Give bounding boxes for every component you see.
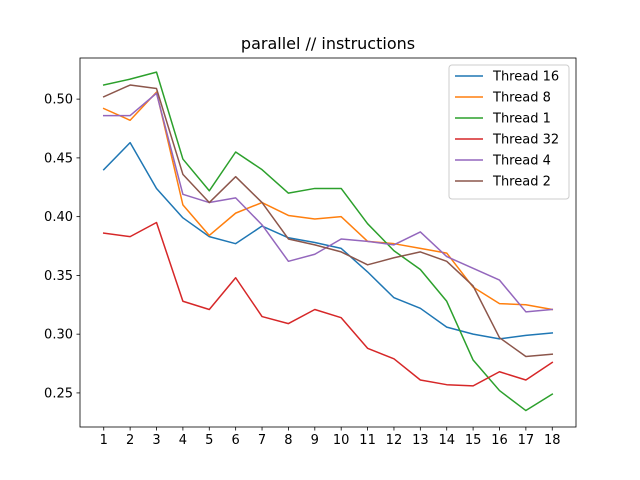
x-tick-label: 18: [544, 433, 561, 448]
x-tick-label: 10: [333, 433, 350, 448]
x-tick-label: 14: [438, 433, 455, 448]
series-layer: [102, 71, 554, 412]
x-tick-label: 1: [100, 433, 108, 448]
x-tick-label: 2: [126, 433, 134, 448]
x-tick-label: 5: [205, 433, 213, 448]
series-line-thread-1: [102, 71, 554, 412]
y-tick-label: 0.35: [44, 269, 73, 284]
legend-entry-label: Thread 2: [492, 175, 551, 190]
x-tick-label: 13: [412, 433, 429, 448]
x-tick-label: 3: [152, 433, 160, 448]
x-tick-label: 15: [465, 433, 482, 448]
plot-frame: [79, 57, 577, 428]
legend-entry-label: Thread 4: [492, 154, 551, 169]
x-tick-label: 11: [359, 433, 376, 448]
chart-title: parallel // instructions: [241, 34, 415, 53]
series-line-thread-16: [102, 141, 554, 340]
legend: Thread 16 Thread 8 Thread 1 Thread 32 Thread…: [448, 64, 570, 200]
legend-box: [448, 64, 570, 200]
x-tick-label: 8: [284, 433, 292, 448]
series-line-thread-2: [102, 84, 554, 358]
x-tick-label: 12: [386, 433, 403, 448]
y-tick-label: 0.45: [44, 151, 73, 166]
x-tick-label: 16: [491, 433, 508, 448]
legend-entry-label: Thread 1: [492, 112, 551, 127]
legend-entry-label: Thread 8: [492, 91, 551, 106]
series-line-thread-4: [102, 92, 554, 313]
series-line-thread-32: [102, 221, 554, 387]
x-tick-label: 17: [518, 433, 535, 448]
x-tick-label: 7: [258, 433, 266, 448]
x-tick-label: 6: [232, 433, 240, 448]
x-tick-label: 4: [179, 433, 187, 448]
series-line-thread-8: [102, 91, 554, 311]
x-tick-label: 9: [311, 433, 319, 448]
legend-entry-label: Thread 32: [492, 133, 559, 148]
y-tick-label: 0.50: [44, 93, 73, 108]
y-tick-label: 0.30: [44, 328, 73, 343]
y-tick-label: 0.25: [44, 386, 73, 401]
y-tick-label: 0.40: [44, 210, 73, 225]
axes-layer: 1 2 3 4 5 6 7 8 9 10 11 12 13 14 15 16 17 180.250.300.350…: [44, 57, 577, 448]
legend-entry-label: Thread 16: [492, 70, 559, 85]
